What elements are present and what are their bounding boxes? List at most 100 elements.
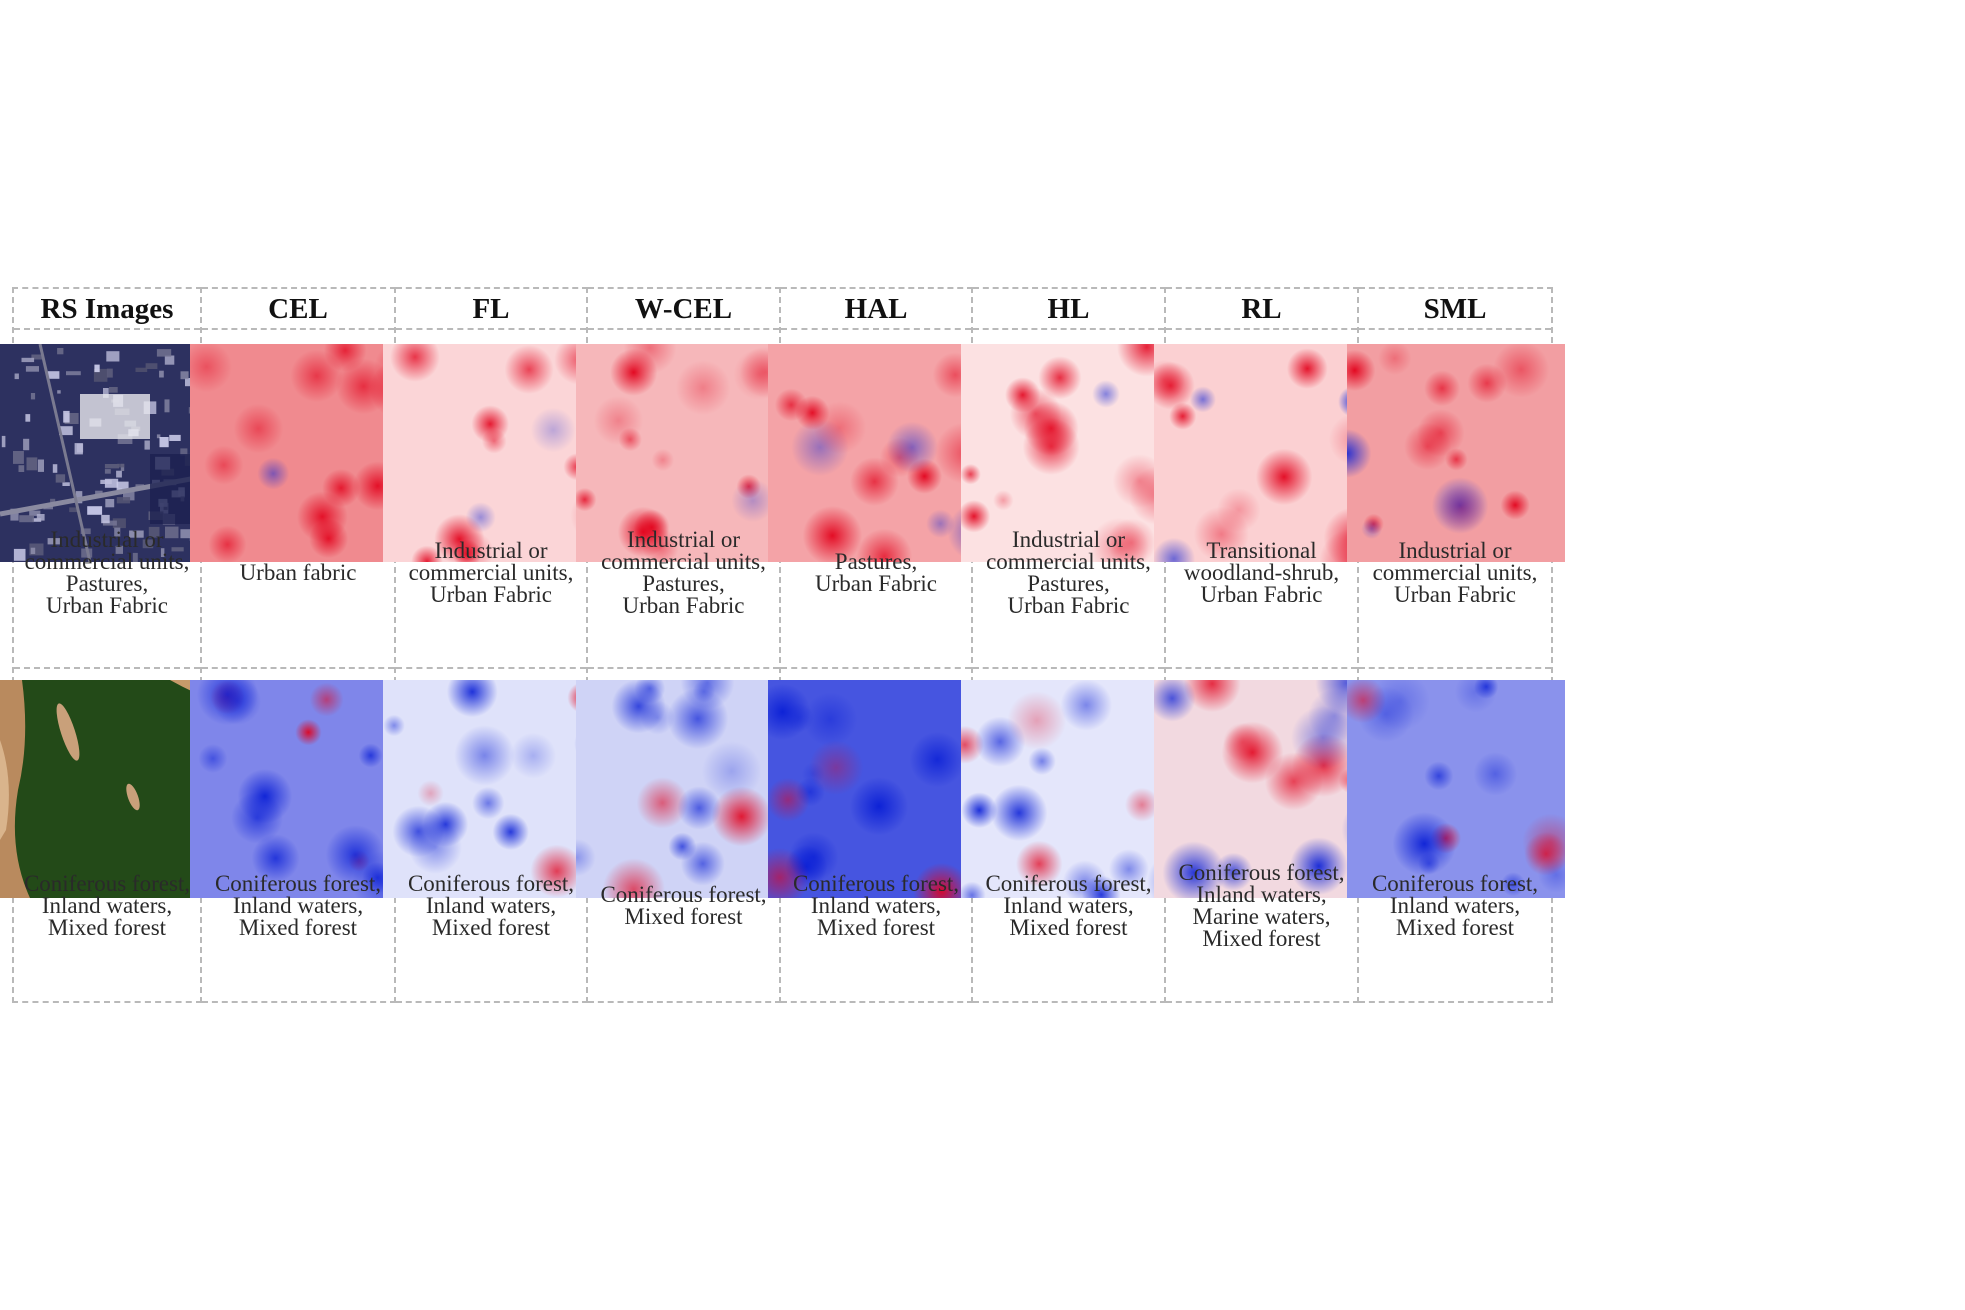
attribution-blob: [383, 714, 405, 737]
column-title: HL: [973, 289, 1164, 330]
attribution-blob: [651, 448, 675, 472]
attribution-blob: [1193, 506, 1249, 562]
caption-line: Transitional: [1206, 538, 1317, 563]
caption-line: Mixed forest: [1009, 915, 1128, 940]
caption-line: Urban fabric: [239, 560, 357, 585]
row-divider: [1166, 667, 1357, 669]
attribution-blob: [961, 463, 981, 485]
attribution-blob: [961, 881, 986, 898]
caption-line: Pastures,: [642, 571, 725, 596]
attribution-blob: [257, 457, 290, 490]
attribution-blob: [680, 841, 725, 886]
column-title: RS Images: [14, 289, 200, 330]
attribution-blob: [926, 509, 955, 538]
caption-line: Inland waters,: [425, 893, 557, 918]
attribution-blob: [636, 777, 689, 829]
caption-line: Pastures,: [65, 571, 149, 596]
attribution-blob: [808, 740, 864, 795]
caption-line: commercial units,: [986, 549, 1151, 574]
row-divider: [588, 667, 779, 669]
attribution-blob: [530, 844, 584, 898]
caption-line: Urban Fabric: [1200, 582, 1323, 607]
attribution-blob: [1154, 537, 1196, 562]
attribution-blob: [1418, 852, 1440, 875]
attribution-blob: [233, 403, 284, 454]
attribution-blob: [309, 682, 344, 717]
attribution-blob: [1361, 518, 1383, 540]
attribution-blob: [611, 680, 666, 734]
attribution-blob: [204, 445, 244, 485]
top-label-caption: Industrial or commercial units, Urban Fabr…: [1359, 519, 1551, 627]
column-title: FL: [396, 289, 586, 330]
attribution-heatmap: [383, 680, 601, 898]
attribution-blob: [251, 834, 300, 883]
attribution-heatmap: [190, 680, 408, 898]
caption-line: Coniferous forest,: [600, 882, 767, 907]
attribution-blob: [1108, 849, 1149, 890]
attribution-blob: [1022, 417, 1080, 475]
attribution-blob: [1492, 344, 1550, 398]
attribution-blob: [1392, 812, 1457, 876]
column-title: RL: [1166, 289, 1357, 330]
attribution-blob: [1081, 875, 1121, 898]
attribution-blob: [913, 862, 970, 898]
attribution-blob: [576, 487, 597, 512]
attribution-blob: [1005, 377, 1041, 413]
bottom-label-caption: Coniferous forest, Inland waters, Mixed fo…: [202, 856, 394, 956]
attribution-blob: [677, 786, 721, 830]
top-label-caption: Industrial or commercial units, Pastures, U…: [973, 519, 1164, 627]
attribution-blob: [803, 692, 858, 747]
attribution-blob: [446, 680, 498, 718]
attribution-blob: [411, 545, 443, 562]
row-divider: [1359, 667, 1551, 669]
attribution-blob: [1092, 380, 1120, 408]
attribution-blob: [472, 786, 505, 820]
column-title: SML: [1359, 289, 1551, 330]
attribution-blob: [471, 405, 509, 443]
caption-line: commercial units,: [601, 549, 766, 574]
top-label-caption: Pastures, Urban Fabric: [781, 519, 971, 627]
attribution-heatmap: [576, 680, 794, 898]
attribution-blob: [1124, 787, 1160, 822]
attribution-heatmap: [1154, 680, 1372, 898]
attribution-blob: [1522, 813, 1565, 872]
caption-line: Coniferous forest,: [1371, 871, 1539, 896]
attribution-blob: [1289, 837, 1348, 895]
attribution-blob: [849, 777, 909, 836]
caption-line: Urban Fabric: [46, 593, 168, 618]
caption-line: Mixed forest: [1395, 915, 1515, 940]
attribution-figure: RS Images Industrial or commercial units, P…: [0, 287, 1955, 1003]
caption-line: commercial units,: [24, 549, 190, 574]
attribution-blob: [198, 744, 228, 773]
caption-line: Coniferous forest,: [407, 871, 575, 896]
caption-line: Inland waters,: [232, 893, 364, 918]
attribution-heatmap: [768, 344, 986, 562]
attribution-blob: [1015, 840, 1063, 888]
remote-sensing-image: [0, 680, 218, 898]
attribution-blob: [623, 344, 677, 375]
caption-line: Mixed forest: [816, 915, 936, 940]
attribution-heatmap: [768, 680, 986, 898]
figure-column: CEL Urban fabric Coniferous forest, Inland …: [190, 287, 408, 1003]
attribution-blob: [1347, 429, 1372, 478]
caption-line: Pastures,: [834, 549, 918, 574]
attribution-blob: [510, 732, 557, 779]
caption-line: Mixed forest: [47, 915, 167, 940]
caption-line: Mixed forest: [431, 915, 551, 940]
figure-column: RL Transitional woodland-shrub, Urban Fabri…: [1154, 287, 1372, 1003]
caption-line: Inland waters,: [1196, 882, 1327, 907]
top-label-caption: Transitional woodland-shrub, Urban Fabric: [1166, 519, 1357, 627]
attribution-blob: [1154, 680, 1196, 722]
attribution-blob: [909, 731, 965, 788]
caption-line: Inland waters,: [41, 893, 173, 918]
attribution-blob: [390, 344, 440, 382]
caption-line: commercial units,: [408, 560, 574, 585]
attribution-blob: [530, 407, 576, 453]
caption-line: Coniferous forest,: [985, 871, 1152, 896]
attribution-heatmap: [190, 344, 408, 562]
row-divider: [973, 667, 1164, 669]
caption-line: Industrial or: [50, 527, 164, 552]
top-label-caption: Industrial or commercial units, Pastures, U…: [588, 519, 779, 627]
attribution-blob: [295, 719, 322, 746]
attribution-blob: [1438, 484, 1486, 532]
